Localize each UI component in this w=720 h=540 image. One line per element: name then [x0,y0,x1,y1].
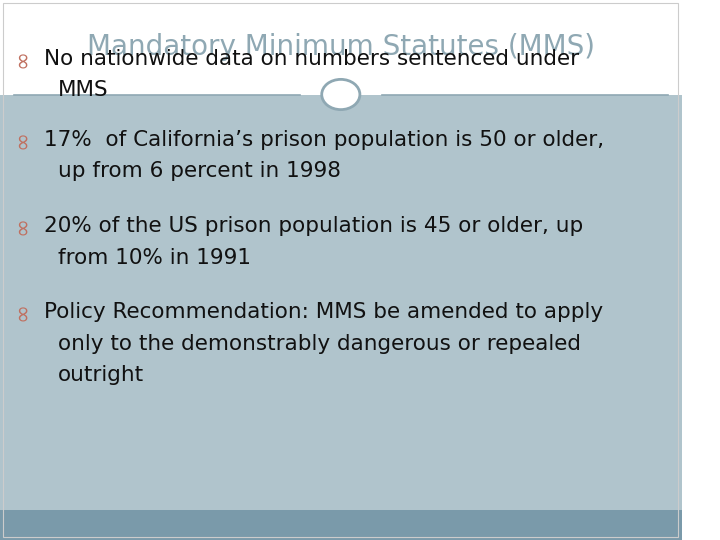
Text: No nationwide data on numbers sentenced under: No nationwide data on numbers sentenced … [45,49,580,69]
FancyBboxPatch shape [0,0,682,94]
Text: 17%  of California’s prison population is 50 or older,: 17% of California’s prison population is… [45,130,604,150]
FancyBboxPatch shape [0,510,682,540]
Text: 20% of the US prison population is 45 or older, up: 20% of the US prison population is 45 or… [45,216,583,236]
Text: from 10% in 1991: from 10% in 1991 [58,247,251,267]
Text: only to the demonstrably dangerous or repealed: only to the demonstrably dangerous or re… [58,334,581,354]
Text: ∞: ∞ [9,216,32,235]
Circle shape [322,79,360,110]
Text: Mandatory Minimum Statutes (MMS): Mandatory Minimum Statutes (MMS) [87,33,595,61]
Text: up from 6 percent in 1998: up from 6 percent in 1998 [58,161,341,181]
Text: ∞: ∞ [9,49,32,68]
Text: Policy Recommendation: MMS be amended to apply: Policy Recommendation: MMS be amended to… [45,302,603,322]
Text: MMS: MMS [58,80,109,100]
FancyBboxPatch shape [0,94,682,510]
Text: ∞: ∞ [9,302,32,321]
Text: outright: outright [58,366,144,386]
Text: ∞: ∞ [9,130,32,148]
